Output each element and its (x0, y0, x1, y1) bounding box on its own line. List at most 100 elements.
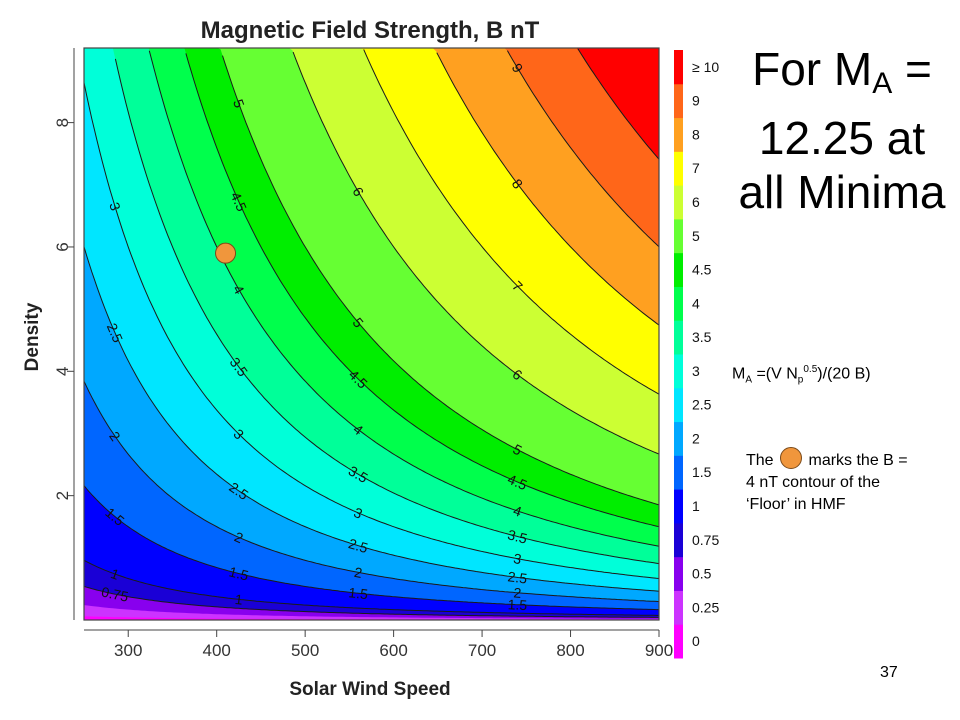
contour-label-3: 3 (512, 550, 523, 567)
colorbar-swatch (674, 387, 683, 423)
contour-label-1: 1 (234, 591, 244, 608)
contour-label-3.5: 3.5 (506, 526, 529, 546)
contour-line-3.5 (114, 58, 660, 565)
x-tick-label: 600 (379, 641, 407, 660)
note-part-2: marks the B = 4 nT contour of the ‘Floor… (746, 452, 908, 513)
contour-line-0.75 (83, 585, 659, 618)
colorbar-label: 0 (692, 633, 700, 649)
colorbar-label: 8 (692, 126, 700, 142)
formula-a: A (745, 374, 752, 386)
colorbar-swatch (674, 354, 683, 389)
colorbar-label: ≥ 10 (692, 59, 719, 75)
formula-end: )/(20 B) (817, 365, 871, 383)
contour-label-2: 2 (513, 584, 522, 601)
plot-frame (83, 47, 660, 621)
x-tick-label: 300 (114, 641, 142, 660)
x-tick-label: 800 (556, 641, 584, 660)
contour-label-4.5: 4.5 (228, 189, 251, 214)
contour-label-2.5: 2.5 (507, 568, 529, 586)
colorbar-label: 2 (692, 430, 700, 446)
title-for: For M (752, 43, 873, 95)
contour-label-2.5: 2.5 (347, 535, 370, 556)
x-tick-label: 900 (645, 641, 673, 660)
colorbar-swatch (674, 151, 683, 186)
colorbar-swatch (674, 185, 683, 220)
marker-note: The marks the B = 4 nT contour of the ‘F… (746, 447, 916, 516)
formula-p: p (797, 374, 804, 386)
colorbar-label: 5 (692, 228, 700, 244)
band-8 (84, 48, 659, 326)
contour-line-4 (148, 50, 660, 547)
y-tick-label: 8 (53, 118, 72, 127)
colorbar-label: 3 (692, 363, 700, 379)
x-axis-label: Solar Wind Speed (289, 679, 450, 700)
y-tick-label: 4 (53, 367, 72, 376)
contour-line-10 (577, 48, 660, 160)
contour-label-4.5: 4.5 (505, 471, 529, 493)
colorbar-label: 4.5 (692, 262, 712, 278)
colorbar-label: 0.5 (692, 566, 712, 582)
contour-line-1.5 (83, 485, 659, 611)
colorbar-label: 1.5 (692, 464, 712, 480)
chart-title: Magnetic Field Strength, B nT (201, 17, 540, 44)
y-tick-label: 2 (53, 491, 72, 500)
b4-contour-marker (215, 242, 237, 264)
colorbar-swatch (674, 590, 683, 625)
colorbar: 0 0.25 0.5 0.75 1 1.5 2 2.5 3 3.5 4 4.5 5 6 7 8 9 ≥ 10 (674, 50, 719, 659)
contour-label-2.5: 2.5 (104, 321, 127, 345)
colorbar-swatch (674, 83, 683, 119)
contour-line-layer (83, 48, 660, 618)
colorbar-label: 1 (692, 498, 700, 514)
page-number: 37 (880, 664, 898, 681)
colorbar-swatch (674, 218, 683, 254)
colorbar-swatch (674, 50, 683, 85)
colorbar-swatch (674, 455, 683, 490)
contour-line-4.5 (185, 53, 660, 528)
contour-label-1.5: 1.5 (348, 584, 369, 602)
contour-label-1.5: 1.5 (507, 596, 527, 613)
colorbar-swatch (674, 421, 683, 456)
contour-line-5 (222, 55, 660, 506)
contour-line-2 (83, 380, 660, 603)
note-part-1: The (746, 452, 774, 469)
contour-label-2: 2 (353, 564, 364, 581)
alfven-mach-formula: MA =(V Np0.5)/(20 B) (732, 364, 871, 386)
formula-m: M (732, 365, 746, 383)
colorbar-label: 0.75 (692, 532, 719, 548)
contour-line-3 (83, 82, 660, 579)
colorbar-label: 2.5 (692, 397, 712, 413)
colorbar-swatch (674, 252, 683, 287)
contour-line-6 (292, 51, 660, 455)
contour-line-8 (436, 52, 660, 326)
title-subscript: A (872, 67, 893, 100)
contour-line-1 (83, 559, 659, 616)
colorbar-label: 0.25 (692, 599, 719, 615)
colorbar-label: 4 (692, 295, 700, 311)
slide-title: For MA = 12.25 at all Minima (736, 42, 948, 219)
colorbar-swatch (674, 489, 683, 524)
title-rest: = 12.25 at all Minima (738, 43, 946, 218)
colorbar-swatch (674, 556, 683, 591)
colorbar-swatch (674, 624, 683, 659)
colorbar-swatch (674, 286, 683, 321)
contour-line-2.5 (83, 246, 660, 592)
contour-line-9 (506, 50, 660, 248)
x-tick-label: 500 (291, 641, 319, 660)
y-axis-label: Density (22, 302, 43, 371)
formula-exp: 0.5 (803, 364, 818, 375)
colorbar-swatch (674, 117, 683, 152)
colorbar-label: 3.5 (692, 329, 712, 345)
orange-dot-icon (780, 447, 803, 469)
x-tick-label: 400 (203, 641, 231, 660)
contour-label-0.75: 0.75 (100, 584, 130, 605)
colorbar-swatch (674, 320, 683, 355)
colorbar-label: 7 (692, 160, 700, 176)
colorbar-label: 9 (692, 93, 700, 109)
colorbar-label: 6 (692, 194, 700, 210)
y-tick-label: 6 (53, 242, 72, 251)
contour-label-1.5: 1.5 (227, 563, 250, 583)
formula-mid: =(V N (752, 365, 798, 383)
contour-fill-layer (84, 48, 659, 620)
band-10 (84, 48, 659, 160)
